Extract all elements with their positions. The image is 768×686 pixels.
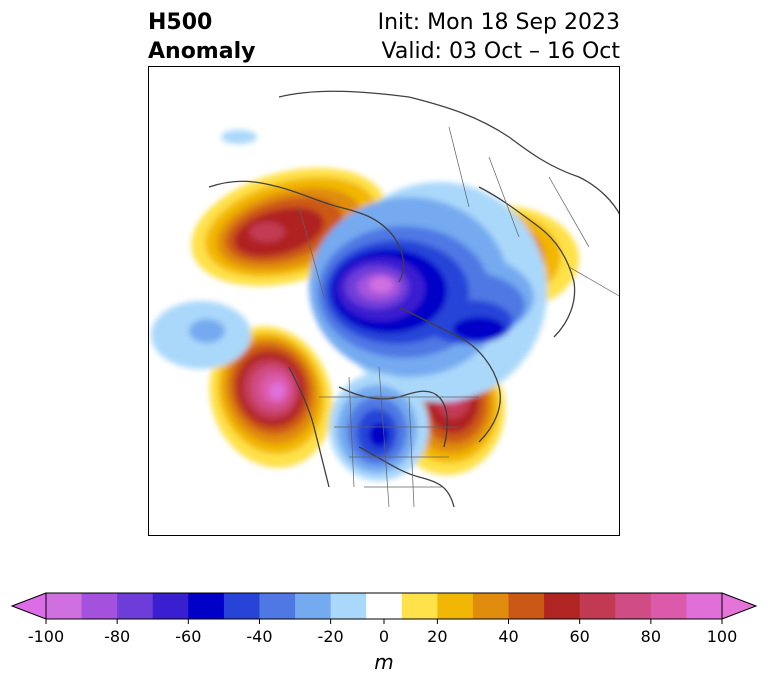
colorbar-units: m [374, 650, 394, 674]
colorbar-tick-label: 0 [378, 627, 390, 646]
anomaly-map [151, 90, 619, 508]
colorbar-tick-label: -40 [246, 627, 273, 646]
colorbar-tick-label: 100 [706, 627, 738, 646]
colorbar-tick-label: 80 [640, 627, 662, 646]
colorbar-segment [508, 593, 545, 619]
colorbar-segment [188, 593, 225, 619]
trough-north-pacific [151, 301, 251, 369]
colorbar-segment [544, 593, 581, 619]
colorbar-tick-label: -80 [104, 627, 131, 646]
colorbar-extend-low [10, 592, 47, 620]
colorbar-tick-label: -20 [317, 627, 344, 646]
colorbar-segment [366, 593, 403, 619]
political-borders [298, 126, 619, 508]
colorbar-tick-label: 60 [569, 627, 590, 646]
colorbar [10, 592, 758, 624]
colorbar-segment [46, 593, 83, 619]
colorbar-segment [152, 593, 189, 619]
colorbar-tick-label: -60 [175, 627, 202, 646]
colorbar-segment [650, 593, 687, 619]
colorbar-segment [472, 593, 510, 619]
anomaly-blob-north [221, 130, 257, 144]
init-time: Init: Mon 18 Sep 2023 [377, 10, 620, 35]
colorbar-extend-high [721, 592, 758, 620]
title-right: Init: Mon 18 Sep 2023 Valid: 03 Oct – 16… [378, 8, 620, 66]
colorbar-segment [579, 593, 616, 619]
coastlines [208, 90, 619, 508]
colorbar-segment [686, 593, 723, 619]
colorbar-tick-label: -100 [27, 627, 65, 646]
colorbar-tick-label: 20 [427, 627, 448, 646]
ridge-northeast-pacific [209, 326, 333, 468]
colorbar-segment [401, 593, 438, 619]
trough-arctic [309, 182, 547, 402]
map-panel [148, 66, 620, 536]
colorbar-segment [223, 593, 260, 619]
colorbar-tick-label: 40 [498, 627, 519, 646]
title-variable: H500 [148, 10, 213, 35]
colorbar-segment [259, 593, 296, 619]
title-field: Anomaly [148, 39, 256, 64]
valid-range: Valid: 03 Oct – 16 Oct [381, 39, 620, 64]
colorbar-segment [117, 593, 154, 619]
colorbar-segment [330, 593, 367, 619]
colorbar-segment [437, 593, 474, 619]
colorbar-segment [615, 593, 652, 619]
colorbar-segment [81, 593, 118, 619]
colorbar-segment [295, 593, 332, 619]
title-left: H500 Anomaly [148, 8, 255, 66]
